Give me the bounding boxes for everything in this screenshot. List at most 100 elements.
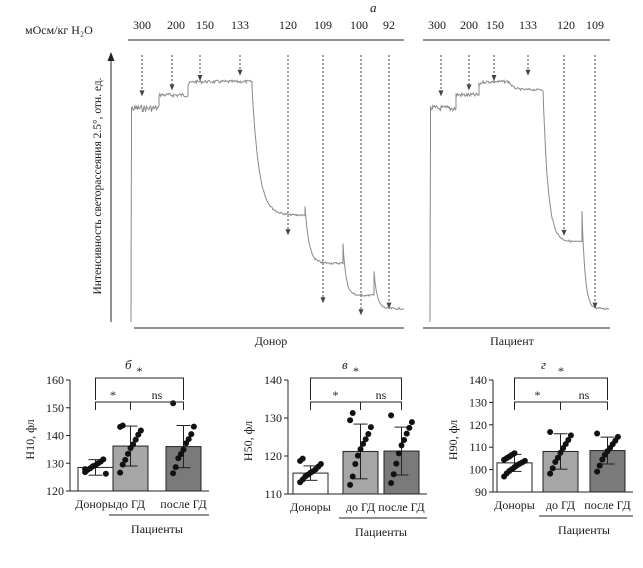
data-point [549,465,556,472]
x-category-label: до ГД [346,500,375,514]
data-point [102,470,109,477]
data-point [393,460,400,467]
panel-a-y-arrow [107,52,115,61]
data-point [188,431,195,438]
donor-osm-label: 133 [231,18,249,32]
data-point [170,470,177,477]
y-axis-label: H50, фл [241,421,255,461]
bar-panel-3: г 90 100 110 120 130 140 H90, фл Доноры до ГД посл… [446,357,633,537]
data-point [594,430,601,437]
significance-bracket [95,377,184,400]
x-category-label: до ГД [546,498,575,512]
panel-letter: г [541,357,546,372]
donor-arrow-head [237,69,243,76]
donor-arrow-head [386,302,392,309]
patient-arrow-head [561,229,567,236]
data-point [599,456,606,463]
donor-arrows [139,55,392,316]
significance-label: * [535,388,541,402]
data-point [119,461,126,468]
significance-label: ns [579,388,590,402]
data-point [547,428,554,435]
y-tick-label: 130 [469,395,487,409]
bar-panel-1: б 120 130 140 150 160 H10, фл Доноры до ГД после … [23,357,209,536]
osmolality-units-label: мОсм/кг H₂O [25,23,93,37]
data-point [299,455,306,462]
donor-osm-label: 109 [314,18,332,32]
data-point [614,433,621,440]
data-point [554,454,561,461]
data-point [190,423,197,430]
data-point [398,442,405,449]
data-point [177,451,184,458]
patient-osm-labels: 300 200 150 133 120 109 [428,18,604,32]
data-point [170,400,177,407]
significance-bracket [95,401,131,410]
data-point [100,456,107,463]
donor-osm-label: 300 [133,18,151,32]
data-point [137,427,144,434]
patient-trace [429,79,610,323]
y-tick-label: 140 [46,429,64,443]
data-point [406,424,413,431]
data-point [347,481,354,488]
x-category-label: после ГД [584,498,630,512]
donor-osm-label: 120 [279,18,297,32]
y-tick-label: 110 [264,487,282,501]
patient-arrow-head [592,302,598,309]
data-point [122,456,129,463]
data-point [521,457,528,464]
group-label: Пациенты [131,522,183,536]
y-tick-label: 150 [46,401,64,415]
patient-osm-label: 133 [519,18,537,32]
significance-bracket [130,401,184,410]
significance-label: * [333,388,339,402]
patient-arrow-head [525,69,531,76]
donor-osm-label: 92 [383,18,395,32]
data-point [360,440,367,447]
group-label: Пациенты [355,525,407,539]
donor-arrow-head [197,75,203,82]
data-point [388,479,395,486]
data-point [557,449,564,456]
x-category-label: Доноры [494,498,535,512]
donor-label: Донор [255,334,288,348]
data-point [82,466,89,473]
bar-panel-2: в 110 120 130 140 H50, фл Доноры до ГД после ГД *… [241,357,427,539]
donor-arrow-head [169,84,175,91]
data-point [567,432,574,439]
panel-a-letter: а [370,0,377,15]
y-tick-label: 120 [264,449,282,463]
patient-label: Пациент [490,334,535,348]
donor-arrow-head [358,309,364,316]
panel-a-ylabel: Интенсивность светорассеяния 2.5°, отн. … [92,77,104,294]
patient-osm-label: 109 [586,18,604,32]
significance-label: * [353,364,359,378]
significance-bracket [514,377,608,400]
data-point [511,450,518,457]
y-tick-label: 100 [469,463,487,477]
donor-arrow-head [139,90,145,97]
donor-osm-labels: 300 200 150 133 120 109 100 92 [133,18,395,32]
patient-osm-label: 200 [460,18,478,32]
y-tick-label: 120 [469,418,487,432]
data-point [180,446,187,453]
panel-letter: в [342,357,348,372]
data-point [596,462,603,469]
donor-trace [130,79,405,323]
data-point [347,417,354,424]
data-point [119,422,126,429]
significance-bracket [310,401,361,410]
donor-osm-label: 200 [167,18,185,32]
x-category-label: после ГД [378,500,424,514]
y-axis-label: H90, фл [446,420,460,460]
y-axis-label: H10, фл [23,419,37,459]
donor-osm-label: 100 [350,18,368,32]
data-point [365,430,372,437]
y-tick-label: 90 [475,485,487,499]
data-point [117,469,124,476]
donor-arrow-head [320,297,326,304]
y-tick-label: 140 [264,373,282,387]
